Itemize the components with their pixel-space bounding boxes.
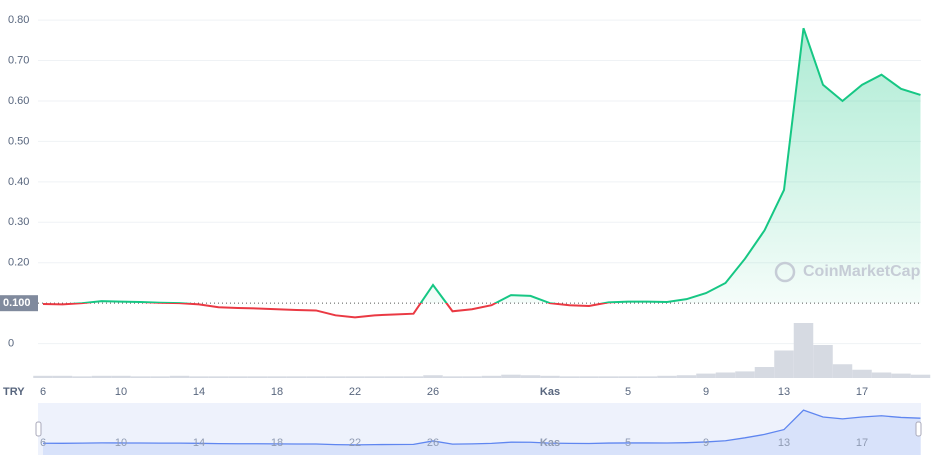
volume-bar: [832, 364, 853, 378]
volume-bar: [715, 372, 736, 378]
volume-bar: [696, 373, 716, 378]
baseline-label: 0.100: [3, 297, 31, 309]
x-tick-label: 5: [625, 386, 631, 398]
volume-bar: [111, 375, 131, 378]
volume-bar: [442, 376, 463, 378]
navigator-label: 9: [703, 437, 709, 449]
volume-bar: [871, 372, 892, 378]
volume-bar: [540, 375, 560, 378]
y-tick-label: 0.20: [8, 257, 29, 269]
volume-bar: [189, 376, 209, 378]
navigator-handle[interactable]: [915, 421, 922, 437]
y-tick-label: 0.30: [8, 216, 29, 228]
volume-bar: [364, 376, 385, 378]
volume-bar: [403, 376, 424, 378]
y-tick-label: 0.50: [8, 135, 29, 147]
volume-bar: [423, 375, 443, 378]
navigator-label: Kas: [540, 437, 560, 449]
volume-bar: [676, 375, 697, 378]
x-tick-label: 10: [115, 386, 127, 398]
navigator-label: 18: [271, 437, 283, 449]
watermark-logo: [774, 261, 796, 283]
x-tick-label: 9: [703, 386, 709, 398]
volume-bar: [754, 367, 775, 378]
volume-bar: [481, 375, 502, 378]
x-tick-label: 18: [271, 386, 283, 398]
volume-bar: [774, 350, 794, 378]
volume-bar: [228, 376, 248, 378]
volume-bar: [852, 369, 872, 378]
volume-bar: [91, 375, 112, 378]
volume-bar: [462, 376, 482, 378]
volume-bar: [325, 376, 346, 378]
x-tick-label: 22: [349, 386, 361, 398]
navigator-label: 5: [625, 437, 631, 449]
x-tick-label: 13: [778, 386, 790, 398]
navigator-line: [42, 409, 921, 446]
y-tick-label: 0.70: [8, 54, 29, 66]
y-tick-label: 0.40: [8, 176, 29, 188]
volume-bar: [33, 375, 53, 378]
volume-bar: [910, 374, 931, 378]
volume-bar: [891, 373, 911, 378]
baseline-label-bg: [0, 295, 38, 312]
volume-bar: [559, 376, 580, 378]
x-tick-label: 26: [427, 386, 439, 398]
navigator-label: 10: [115, 437, 127, 449]
y-tick-label: 0.80: [8, 14, 29, 26]
volume-bar: [169, 375, 190, 378]
navigator-label: 6: [40, 437, 46, 449]
navigator-label: 17: [856, 437, 868, 449]
navigator-bg[interactable]: [38, 403, 921, 455]
price-line: [42, 27, 921, 319]
navigator-label: 26: [427, 437, 439, 449]
navigator-label: 22: [349, 437, 361, 449]
navigator-handle[interactable]: [35, 421, 42, 437]
x-tick-label: 14: [193, 386, 205, 398]
volume-bar: [208, 376, 229, 378]
volume-bar: [306, 376, 326, 378]
volume-bar: [72, 376, 92, 378]
watermark: CoinMarketCap: [803, 263, 921, 280]
x-tick-label: 6: [40, 386, 46, 398]
volume-bar: [579, 376, 599, 378]
navigator-label: 13: [778, 437, 790, 449]
volume-bar: [657, 375, 677, 378]
volume-bar: [345, 376, 365, 378]
volume-bar: [52, 375, 73, 378]
volume-bar: [384, 376, 404, 378]
volume-bar: [520, 375, 541, 378]
navigator-label: 14: [193, 437, 205, 449]
navigator-area: [43, 410, 921, 455]
volume-bar: [501, 374, 521, 378]
x-tick-label: Kas: [540, 386, 560, 398]
x-tick-label: 17: [856, 386, 868, 398]
volume-bar: [286, 376, 307, 378]
volume-bar: [130, 376, 151, 378]
volume-bar: [267, 376, 287, 378]
volume-bar: [618, 376, 638, 378]
y-tick-label: 0.60: [8, 95, 29, 107]
volume-bar: [735, 371, 755, 378]
y-tick-label: 0: [8, 338, 14, 350]
currency-label: TRY: [3, 386, 25, 398]
volume-bar: [598, 376, 619, 378]
price-area: [82, 28, 921, 304]
volume-bar: [247, 376, 268, 378]
volume-bar: [793, 323, 814, 378]
volume-bar: [150, 376, 170, 378]
volume-bar: [637, 376, 658, 378]
volume-bar: [813, 345, 833, 378]
